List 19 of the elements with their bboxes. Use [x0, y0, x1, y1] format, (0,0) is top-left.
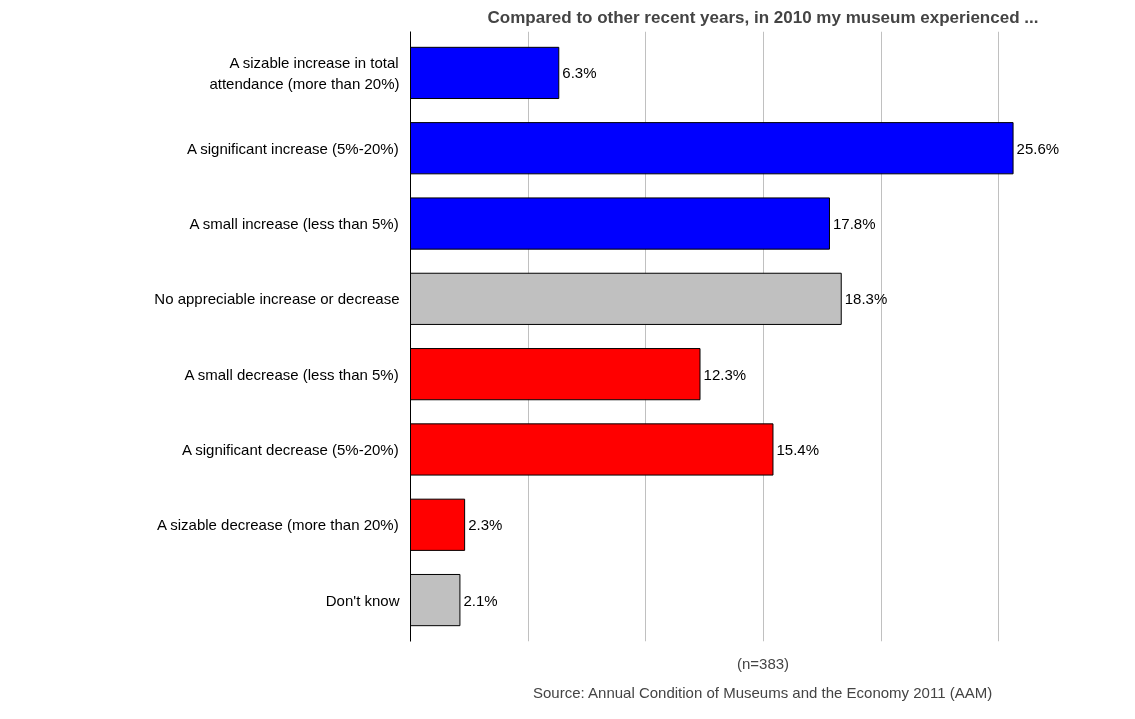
data-label: 18.3%	[844, 290, 888, 308]
y-tick-label: A small decrease (less than 5%)	[184, 365, 399, 383]
y-tick-label: A significant increase (5%-20%)	[186, 139, 399, 157]
y-tick-label: A small increase (less than 5%)	[189, 215, 399, 233]
y-tick-label: A sizable increase in total attendance (more than 20%)	[209, 54, 400, 92]
y-tick-label: Don't know	[325, 591, 400, 609]
y-tick-label: A significant decrease (5%-20%)	[181, 440, 399, 458]
data-label: 17.8%	[833, 215, 876, 233]
data-label: 2.1%	[463, 591, 498, 609]
text: (n=383)	[736, 654, 790, 672]
data-label: 25.6%	[1016, 139, 1060, 157]
chart-title: Compared to other recent years, in 2010 my museum experienced ...	[487, 7, 1039, 27]
source-note: Source: Annual Condition of Museums and the Economy 2011 (AAM)	[533, 683, 993, 701]
data-label: 2.3%	[468, 516, 503, 534]
y-tick-label: No appreciable increase or decrease	[154, 290, 400, 308]
y-tick-label: A sizable decrease (more than 20%)	[156, 516, 399, 534]
data-label: 6.3%	[562, 64, 597, 82]
data-label: 12.3%	[703, 365, 747, 383]
data-label: 15.4%	[776, 440, 820, 458]
